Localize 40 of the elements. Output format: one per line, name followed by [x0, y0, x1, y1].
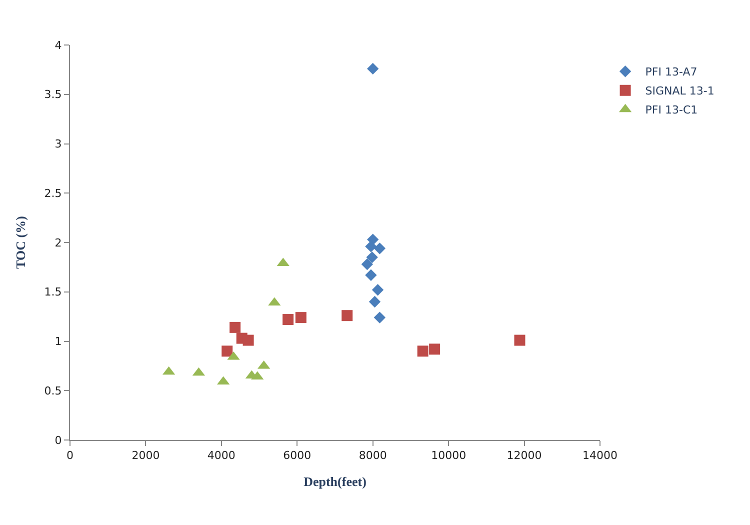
x-tick-label: 8000 — [358, 449, 387, 462]
y-tick-label: 4 — [54, 38, 62, 52]
y-tick-label: 2.5 — [44, 186, 62, 200]
y-tick-label: 1.5 — [44, 286, 62, 299]
point — [365, 269, 377, 281]
x-tick-label: 6000 — [283, 449, 312, 462]
y-tick-label: 3.5 — [44, 88, 62, 102]
point — [366, 251, 378, 264]
point — [429, 344, 440, 355]
point — [361, 258, 374, 270]
x-tick-label: 14000 — [582, 449, 618, 462]
point — [282, 314, 294, 326]
legend-label: SIGNAL 13-1 — [645, 84, 714, 98]
point — [367, 62, 379, 75]
y-tick-label: 0.5 — [44, 384, 62, 398]
x-tick-label: 0 — [66, 449, 74, 462]
legend-label: PFI 13-A7 — [645, 66, 698, 79]
y-tick-label: 3 — [54, 138, 62, 151]
x-tick-label: 10000 — [431, 449, 466, 462]
y-tick-label: 0 — [54, 434, 62, 447]
y-tick-label: 1 — [54, 335, 62, 348]
legend-label: PFI 13-C1 — [645, 104, 698, 117]
point — [222, 346, 233, 357]
point — [417, 346, 428, 357]
x-tick-label: 2000 — [132, 449, 160, 462]
x-tick-label: 4000 — [207, 449, 236, 462]
y-axis-title: TOC (%) — [13, 216, 28, 269]
point — [295, 312, 306, 324]
x-axis-title: Depth(feet) — [304, 474, 366, 489]
point — [514, 334, 526, 346]
point — [374, 242, 386, 254]
point — [372, 284, 384, 296]
point — [230, 322, 241, 333]
point — [242, 334, 254, 346]
x-tick-label: 12000 — [506, 449, 542, 462]
point — [368, 296, 381, 308]
point — [342, 310, 353, 322]
y-tick-label: 2 — [54, 236, 62, 250]
point — [374, 312, 386, 324]
point — [365, 240, 377, 252]
